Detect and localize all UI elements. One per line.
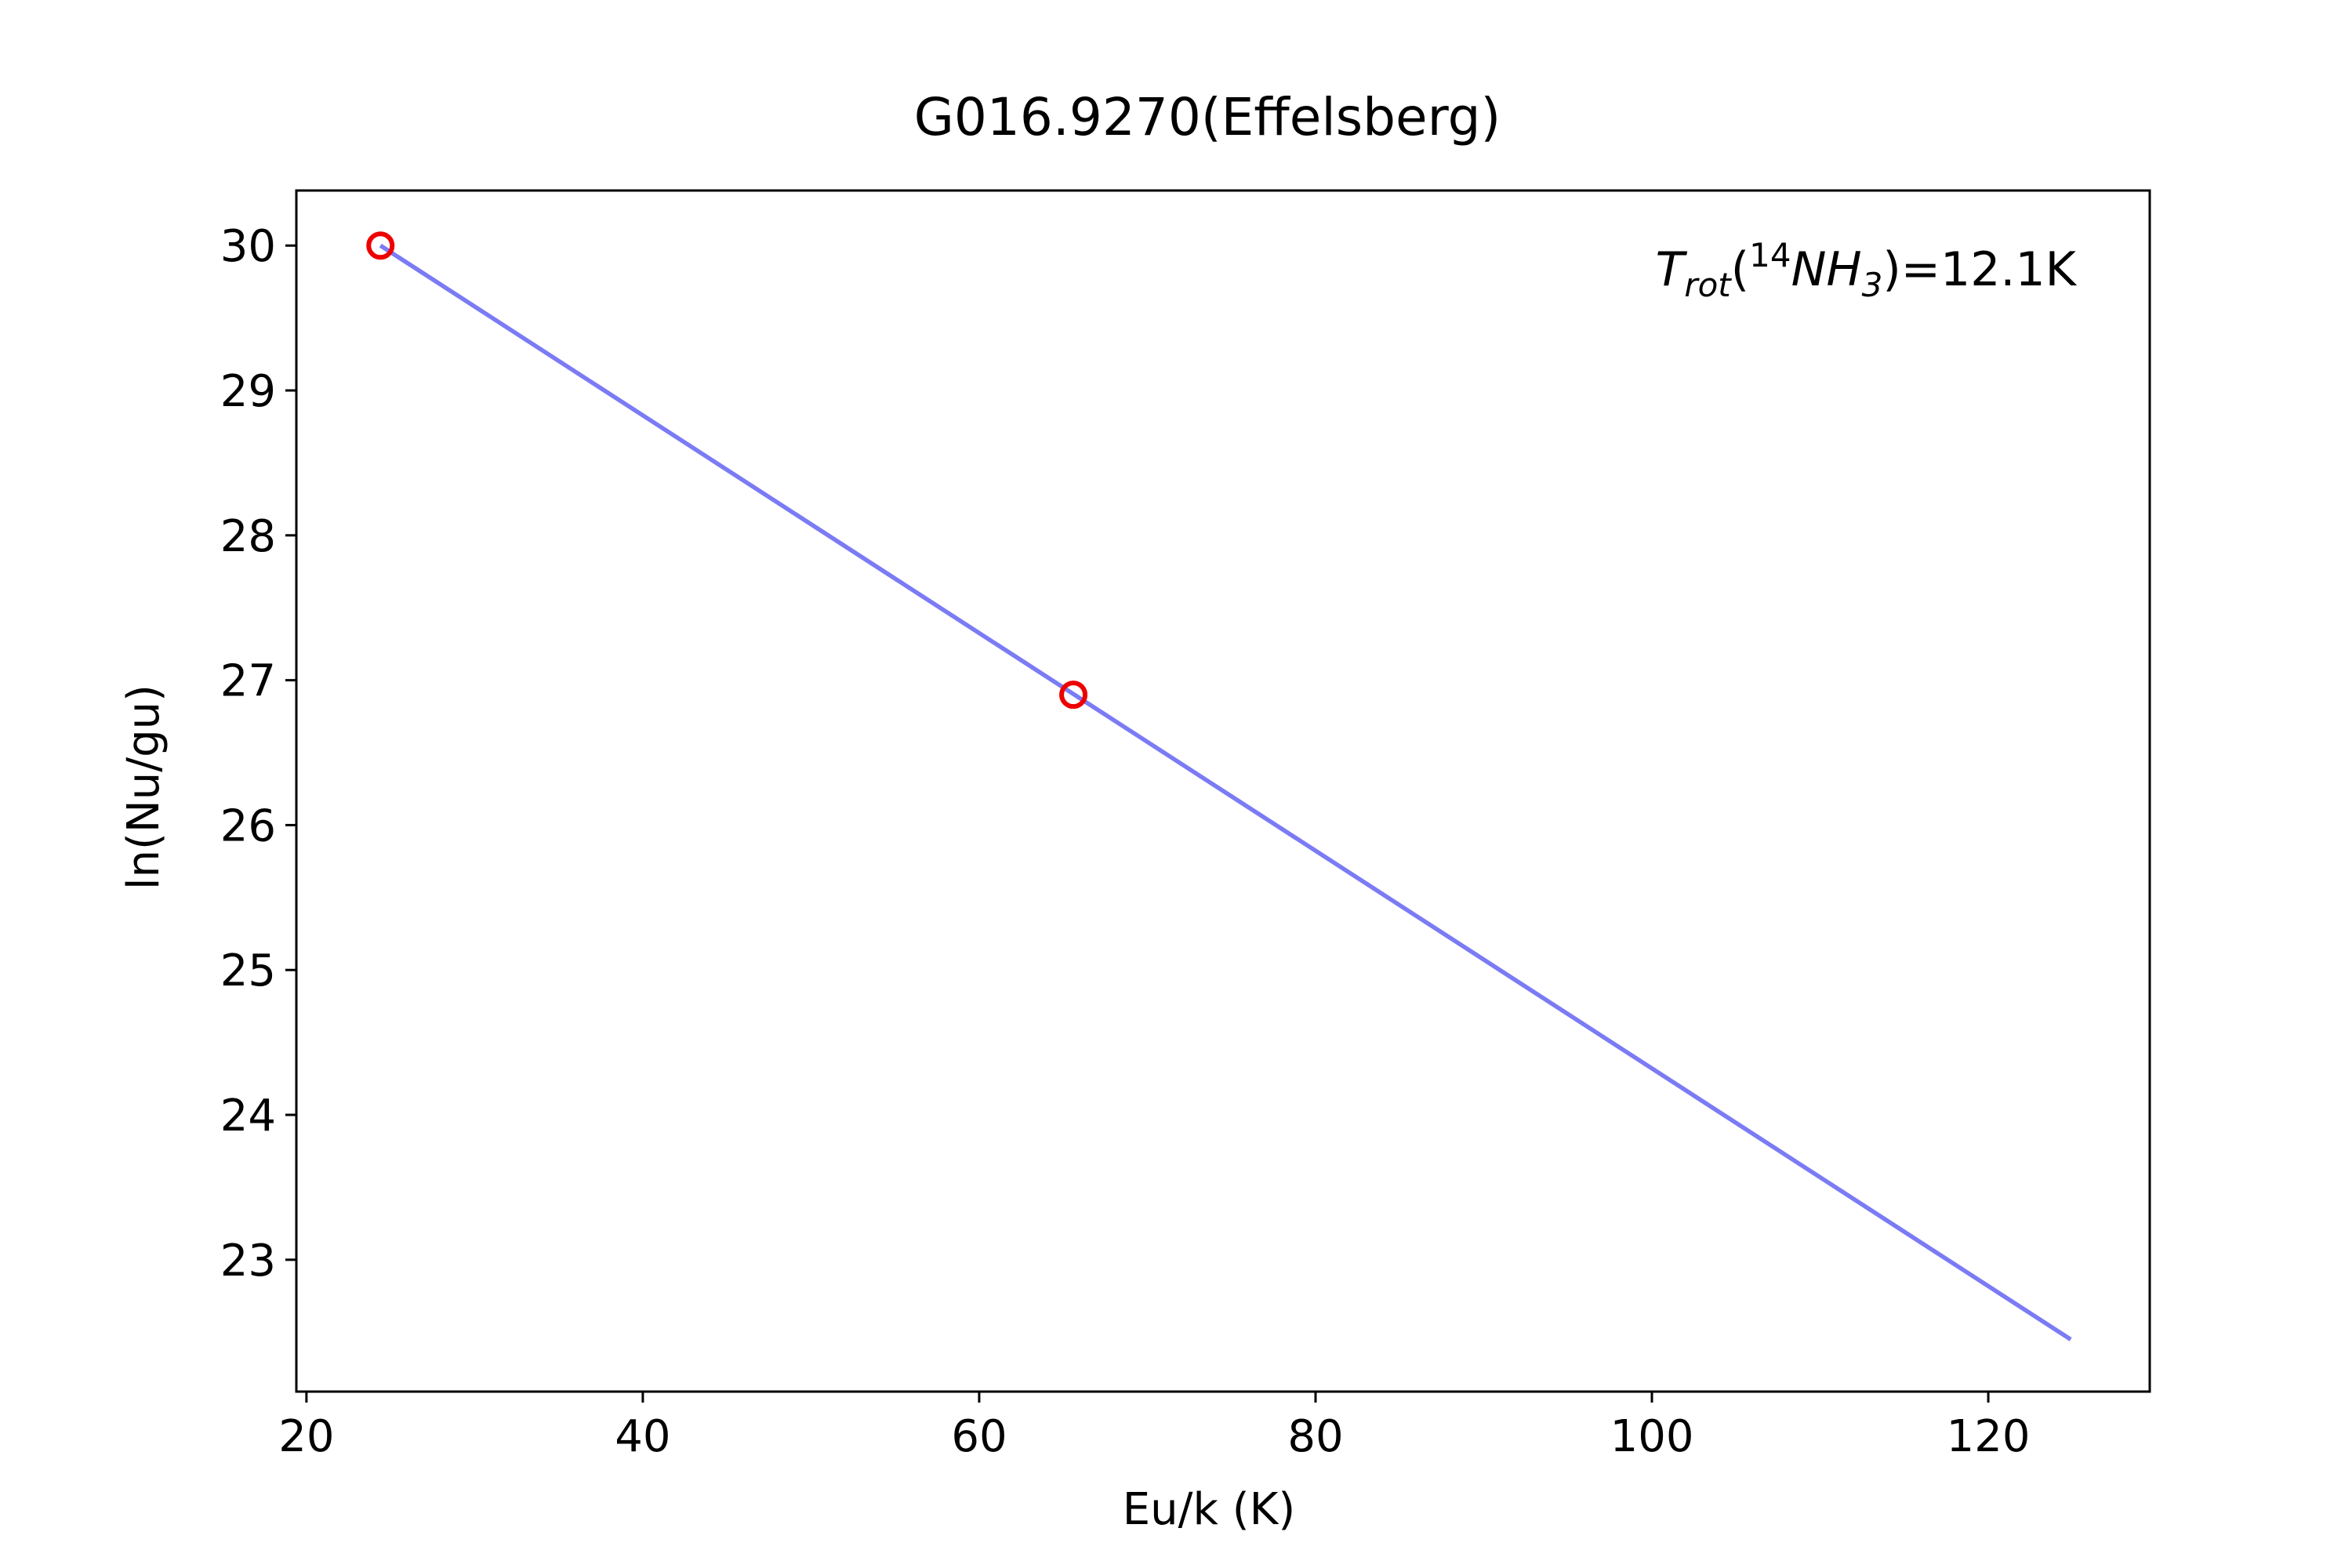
y-tick-label: 26 [220,800,276,851]
y-tick-label: 24 [220,1091,276,1142]
data-point [366,231,395,260]
x-tick-label: 40 [615,1411,670,1462]
axes-frame [295,189,2151,1393]
annotation-rot: rot [1684,266,1732,304]
y-axis-label: ln(Nu/gu) [118,684,169,890]
x-tick-label: 100 [1610,1411,1694,1462]
chart-title: G016.9270(Effelsberg) [914,87,1501,147]
x-tick-label: 20 [278,1411,334,1462]
x-tick-label: 60 [951,1411,1007,1462]
x-tick-label: 80 [1287,1411,1343,1462]
plot-area [366,231,2072,1341]
rotation-temperature-annotation: Trot(14NH3)=12.1K [1656,236,2078,304]
data-point [1059,681,1088,710]
annotation-open-paren: ( [1731,242,1749,297]
annotation-nh: NH [1791,242,1862,297]
annotation-close-paren: ) [1882,242,1900,297]
y-tick-label: 28 [220,511,276,562]
x-tick-label: 120 [1947,1411,2031,1462]
x-axis: 20 40 60 80 100 120 [278,1392,2031,1462]
annotation-value: =12.1K [1901,242,2078,297]
y-tick-label: 30 [220,221,276,272]
y-tick-label: 23 [220,1236,276,1287]
annotation-t: T [1656,242,1688,297]
y-tick-label: 27 [220,656,276,707]
fit-line [379,243,2072,1341]
annotation-subscript-3: 3 [1862,266,1883,304]
y-tick-label: 25 [220,946,276,996]
y-tick-label: 29 [220,366,276,417]
annotation-isotope: 14 [1749,236,1791,274]
y-axis: 23 24 25 26 27 28 29 30 [220,221,296,1287]
x-axis-label: Eu/k (K) [1123,1484,1295,1535]
